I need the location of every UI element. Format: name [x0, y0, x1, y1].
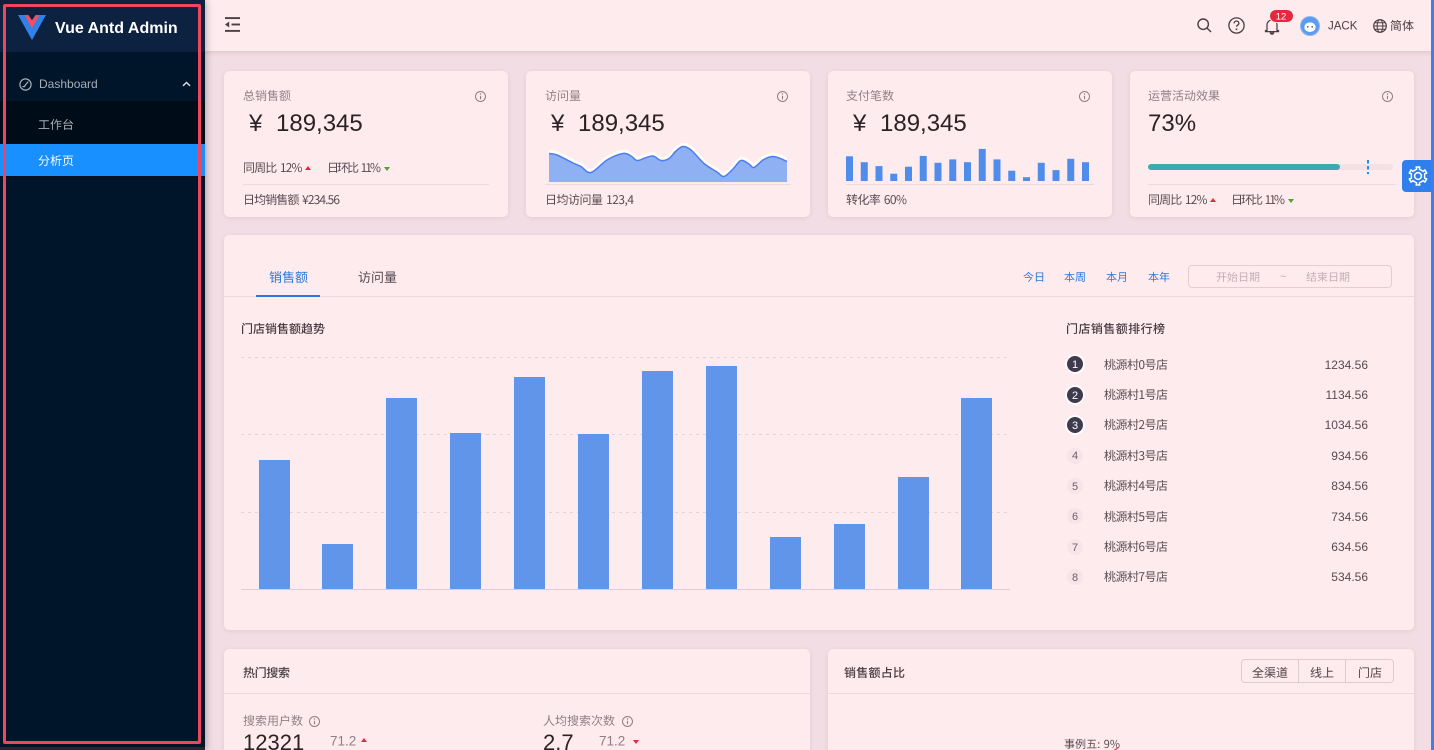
svg-text:1034.56: 1034.56	[1325, 418, 1369, 432]
svg-text:189,345: 189,345	[578, 110, 665, 137]
svg-text:634.56: 634.56	[1331, 540, 1368, 554]
svg-text:¥: ¥	[248, 110, 263, 137]
svg-text:JACK: JACK	[1328, 21, 1358, 33]
svg-text:73%: 73%	[1148, 110, 1196, 137]
svg-text:7: 7	[1072, 542, 1078, 554]
svg-text:8: 8	[1072, 572, 1078, 584]
svg-text:71.2: 71.2	[330, 733, 356, 748]
svg-text:934.56: 934.56	[1331, 449, 1368, 463]
svg-text:734.56: 734.56	[1331, 510, 1368, 524]
svg-text:¥: ¥	[550, 110, 565, 137]
svg-text:12321: 12321	[243, 730, 304, 750]
svg-text:1234.56: 1234.56	[1325, 358, 1369, 372]
svg-text:~: ~	[1280, 271, 1286, 283]
svg-text:2.7: 2.7	[543, 730, 574, 750]
svg-text:Dashboard: Dashboard	[39, 77, 98, 91]
svg-text:2: 2	[1072, 390, 1078, 402]
svg-text:Vue Antd Admin: Vue Antd Admin	[55, 20, 178, 37]
svg-text:534.56: 534.56	[1331, 570, 1368, 584]
svg-text:3: 3	[1072, 420, 1078, 432]
svg-text:1: 1	[1072, 359, 1078, 371]
svg-text:71.2: 71.2	[599, 733, 625, 748]
svg-text:6: 6	[1072, 511, 1078, 523]
svg-text:189,345: 189,345	[276, 110, 363, 137]
svg-text:1134.56: 1134.56	[1326, 388, 1369, 402]
svg-text:834.56: 834.56	[1331, 479, 1368, 493]
svg-text:¥: ¥	[852, 110, 867, 137]
svg-text:12: 12	[1276, 12, 1287, 23]
svg-text:5: 5	[1072, 481, 1078, 493]
svg-text:189,345: 189,345	[880, 110, 967, 137]
svg-text:4: 4	[1072, 450, 1078, 462]
